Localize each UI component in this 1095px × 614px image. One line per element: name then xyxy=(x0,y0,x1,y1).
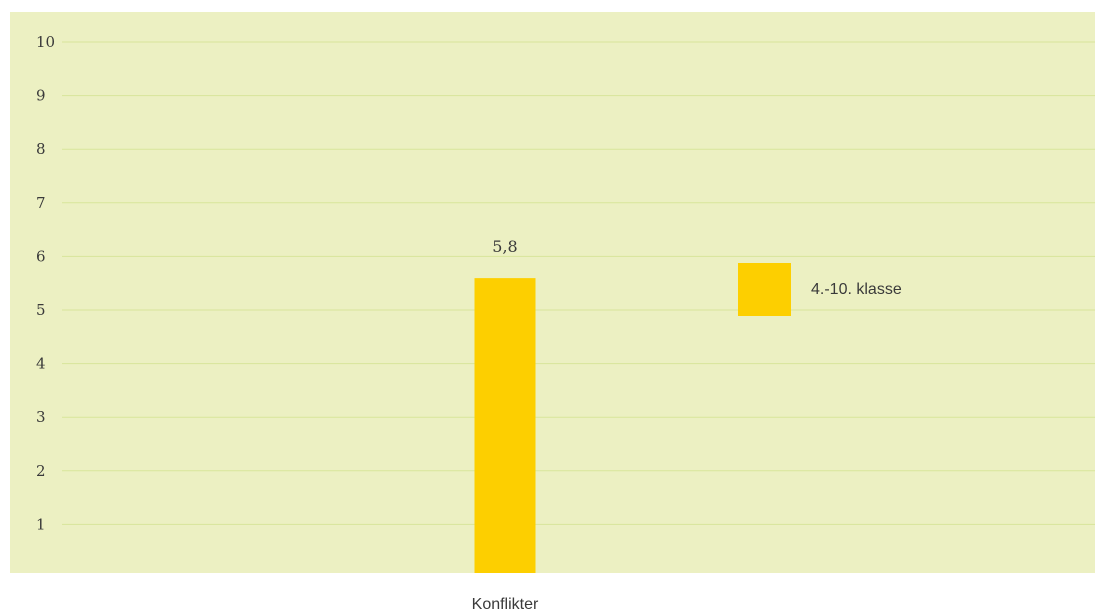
bars xyxy=(474,278,536,573)
y-tick-label: 10 xyxy=(36,33,55,51)
gridlines xyxy=(62,41,1095,525)
legend-swatch xyxy=(738,263,791,316)
legend-label: 4.-10. klasse xyxy=(811,281,902,298)
y-tick-label: 6 xyxy=(36,247,46,265)
y-tick-label: 8 xyxy=(36,140,46,158)
y-tick-label: 1 xyxy=(36,515,46,533)
bar-value-label: 5,8 xyxy=(492,237,517,256)
bar xyxy=(474,278,536,573)
y-tick-label: 7 xyxy=(36,194,46,212)
y-tick-label: 2 xyxy=(36,462,46,480)
data-labels: 5,8 xyxy=(492,237,517,256)
y-axis-ticks: 1 2 3 4 5 6 7 8 9 10 xyxy=(36,33,55,533)
legend: 4.-10. klasse xyxy=(738,263,902,316)
x-category-label: Konflikter xyxy=(472,596,539,613)
plot-area xyxy=(10,12,1095,573)
x-axis-categories: Konflikter xyxy=(472,596,539,613)
y-tick-label: 3 xyxy=(36,408,46,426)
y-tick-label: 5 xyxy=(36,301,46,319)
y-tick-label: 9 xyxy=(36,87,46,105)
y-tick-label: 4 xyxy=(36,355,46,373)
